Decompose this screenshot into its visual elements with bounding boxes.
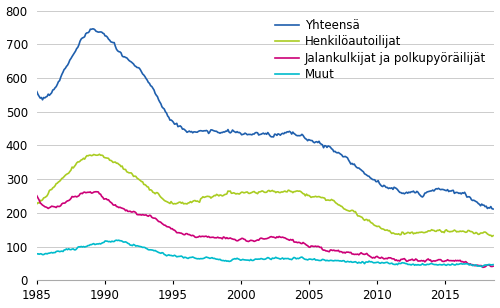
Muut [440, 263, 446, 266]
Henkilöautoilijat [490, 234, 496, 237]
Henkilöautoilijat [320, 196, 326, 200]
Muut [478, 265, 484, 269]
Jalankulkijat ja polkupyöräilijät [34, 194, 40, 198]
Yhteensä [34, 90, 40, 94]
Henkilöautoilijat [34, 202, 40, 206]
Line: Muut: Muut [37, 240, 493, 267]
Muut [410, 262, 416, 266]
Jalankulkijat ja polkupyöräilijät [93, 190, 99, 193]
Henkilöautoilijat [278, 190, 284, 194]
Henkilöautoilijat [90, 153, 96, 156]
Yhteensä [272, 132, 278, 136]
Yhteensä [90, 27, 96, 31]
Jalankulkijat ja polkupyöräilijät [440, 260, 446, 263]
Line: Jalankulkijat ja polkupyöräilijät: Jalankulkijat ja polkupyöräilijät [37, 192, 493, 267]
Jalankulkijat ja polkupyöräilijät [490, 264, 496, 268]
Yhteensä [278, 132, 284, 136]
Muut [320, 258, 326, 261]
Line: Henkilöautoilijat: Henkilöautoilijat [37, 154, 493, 237]
Jalankulkijat ja polkupyöräilijät [410, 257, 416, 261]
Line: Yhteensä: Yhteensä [37, 29, 493, 209]
Yhteensä [320, 146, 326, 150]
Henkilöautoilijat [96, 152, 102, 156]
Jalankulkijat ja polkupyöräilijät [480, 265, 486, 269]
Muut [490, 263, 496, 266]
Muut [278, 257, 284, 260]
Muut [116, 238, 122, 242]
Jalankulkijat ja polkupyöräilijät [272, 236, 278, 239]
Henkilöautoilijat [489, 235, 495, 238]
Muut [90, 242, 96, 245]
Jalankulkijat ja polkupyöräilijät [90, 190, 96, 194]
Jalankulkijat ja polkupyöräilijät [320, 248, 326, 252]
Yhteensä [410, 190, 416, 194]
Muut [34, 252, 40, 256]
Muut [272, 256, 278, 260]
Henkilöautoilijat [272, 189, 278, 193]
Henkilöautoilijat [410, 230, 416, 234]
Legend: Yhteensä, Henkilöautoilijat, Jalankulkijat ja polkupyöräilijät, Muut: Yhteensä, Henkilöautoilijat, Jalankulkij… [270, 14, 491, 86]
Yhteensä [92, 28, 98, 32]
Henkilöautoilijat [440, 230, 446, 233]
Jalankulkijat ja polkupyöräilijät [278, 236, 284, 239]
Yhteensä [440, 188, 446, 191]
Yhteensä [490, 207, 496, 211]
